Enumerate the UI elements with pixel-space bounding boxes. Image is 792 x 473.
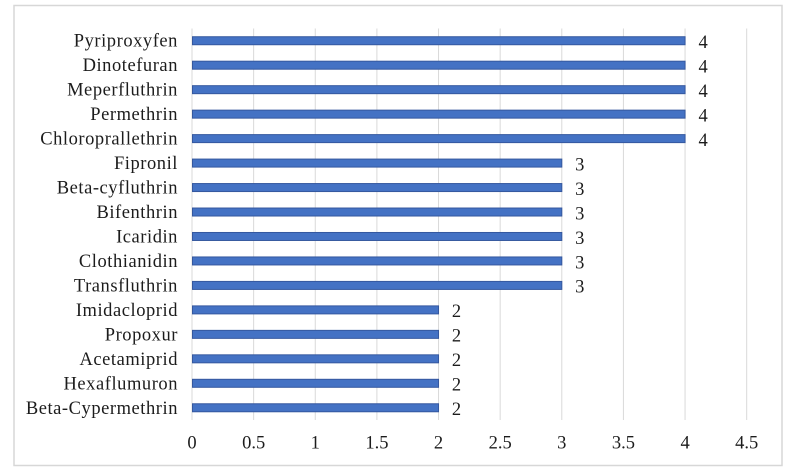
- svg-text:4: 4: [698, 33, 707, 53]
- svg-text:3: 3: [575, 229, 584, 249]
- svg-text:Bifenthrin: Bifenthrin: [96, 203, 178, 223]
- svg-text:Imidacloprid: Imidacloprid: [76, 301, 178, 321]
- svg-text:2: 2: [452, 302, 461, 322]
- svg-text:2: 2: [452, 327, 461, 347]
- svg-text:2: 2: [452, 400, 461, 420]
- svg-text:Meperfluthrin: Meperfluthrin: [67, 81, 178, 101]
- svg-text:4: 4: [698, 58, 707, 78]
- svg-text:3: 3: [575, 278, 584, 298]
- svg-text:3: 3: [575, 253, 584, 273]
- svg-text:3: 3: [575, 180, 584, 200]
- svg-text:Pyriproxyfen: Pyriproxyfen: [74, 32, 178, 52]
- svg-text:Beta-cyfluthrin: Beta-cyfluthrin: [57, 179, 178, 199]
- svg-text:Permethrin: Permethrin: [90, 105, 178, 125]
- svg-text:4: 4: [698, 131, 707, 151]
- svg-text:2: 2: [452, 351, 461, 371]
- svg-text:3.5: 3.5: [612, 434, 635, 454]
- svg-text:4: 4: [698, 82, 707, 102]
- svg-text:Transfluthrin: Transfluthrin: [74, 276, 178, 296]
- svg-text:1: 1: [311, 434, 320, 454]
- svg-text:2.5: 2.5: [489, 434, 512, 454]
- svg-text:3: 3: [575, 155, 584, 175]
- svg-text:4: 4: [680, 434, 689, 454]
- svg-text:3: 3: [575, 204, 584, 224]
- svg-text:Fipronil: Fipronil: [114, 154, 178, 174]
- svg-text:2: 2: [452, 376, 461, 396]
- svg-text:Icaridin: Icaridin: [116, 227, 178, 247]
- svg-text:Beta-Cypermethrin: Beta-Cypermethrin: [26, 399, 178, 419]
- svg-text:Chloroprallethrin: Chloroprallethrin: [40, 130, 178, 150]
- svg-text:4: 4: [698, 106, 707, 126]
- svg-text:1.5: 1.5: [365, 434, 388, 454]
- svg-text:Acetamiprid: Acetamiprid: [79, 350, 178, 370]
- svg-text:4.5: 4.5: [735, 434, 758, 454]
- svg-text:0.5: 0.5: [242, 434, 265, 454]
- svg-text:Hexaflumuron: Hexaflumuron: [64, 374, 178, 394]
- svg-text:Propoxur: Propoxur: [105, 325, 178, 345]
- svg-text:Clothianidin: Clothianidin: [79, 252, 178, 272]
- svg-text:2: 2: [434, 434, 443, 454]
- svg-text:Dinotefuran: Dinotefuran: [83, 56, 178, 76]
- svg-text:0: 0: [187, 434, 196, 454]
- svg-text:3: 3: [557, 434, 566, 454]
